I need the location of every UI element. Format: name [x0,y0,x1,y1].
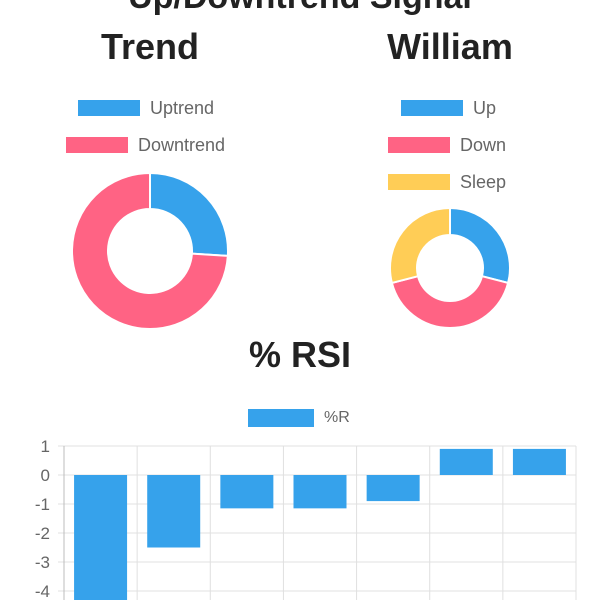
page-title: Up/Downtrend Signal [0,0,600,17]
rsi-bar-5[interactable] [366,475,420,502]
legend-up[interactable]: Up [401,98,496,118]
legend-downtrend-label: Downtrend [138,134,226,155]
legend-percent-r[interactable]: %R [248,408,350,428]
william-slice-sleep[interactable] [389,206,451,285]
y-tick-label: -1 [35,495,50,514]
rsi-bar-1[interactable] [74,475,128,600]
y-tick-label: 1 [41,437,50,456]
y-tick-label: 0 [41,466,50,485]
william-slice-down[interactable] [390,274,510,329]
legend-down-swatch [388,137,450,153]
legend-down-label: Down [460,134,507,155]
legend-up-swatch [401,100,463,116]
y-tick-label: -4 [35,582,50,600]
legend-sleep[interactable]: Sleep [388,172,506,192]
legend-percent-r-label: %R [324,409,350,426]
legend-uptrend-label: Uptrend [150,97,215,118]
legend-downtrend-swatch [66,137,128,153]
legend-uptrend[interactable]: Uptrend [78,98,214,118]
y-tick-label: -2 [35,524,50,543]
rsi-bar-6[interactable] [439,448,493,475]
rsi-bar-3[interactable] [220,475,274,509]
legend-up-label: Up [473,97,497,118]
legend-down[interactable]: Down [388,135,506,155]
rsi-bar-2[interactable] [147,475,201,548]
rsi-chart-title: % RSI [248,334,352,375]
william-chart-title: William [387,26,513,67]
trend-chart-title: Trend [100,26,199,67]
trend-slice-uptrend[interactable] [149,171,229,257]
legend-downtrend[interactable]: Downtrend [66,135,225,155]
legend-percent-r-swatch [248,409,314,427]
legend-sleep-swatch [388,174,450,190]
rsi-bar-7[interactable] [512,448,566,475]
legend-sleep-label: Sleep [460,171,507,192]
y-tick-label: -3 [35,553,50,572]
trend-slice-downtrend[interactable] [71,171,229,330]
rsi-bar-4[interactable] [293,475,347,509]
legend-uptrend-swatch [78,100,140,116]
